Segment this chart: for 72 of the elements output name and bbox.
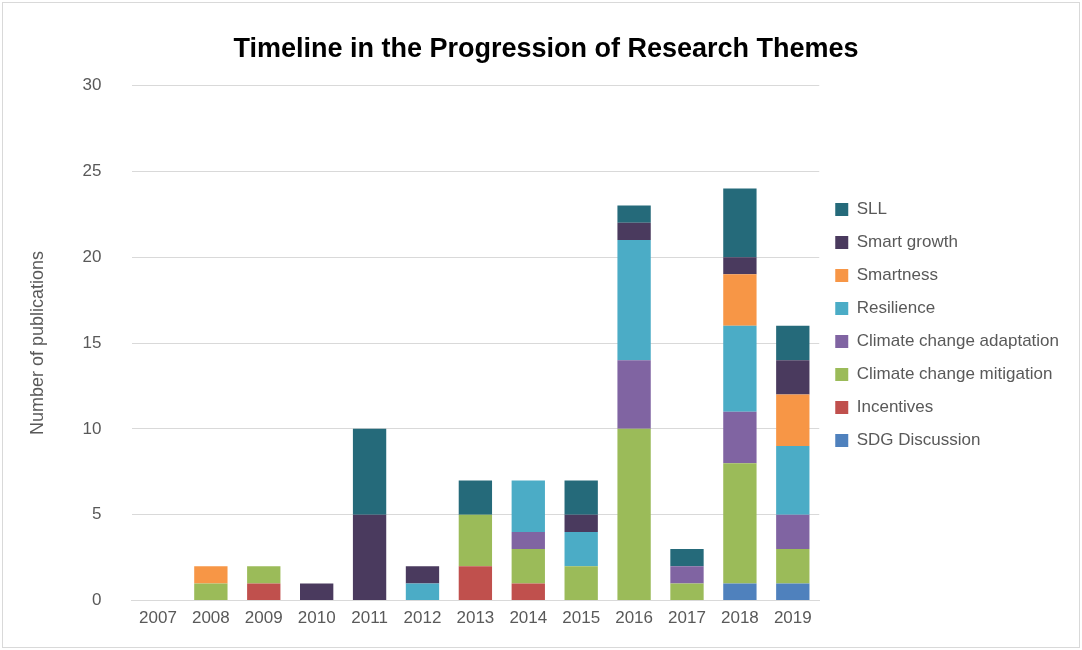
bar [458, 566, 493, 601]
bar [776, 394, 810, 447]
x-tick-label: 2008 [191, 608, 230, 628]
x-tick-label: 2019 [773, 608, 812, 628]
bar [617, 222, 651, 240]
bar [511, 583, 545, 601]
bar [776, 514, 810, 550]
x-tick-label: 2010 [297, 608, 336, 628]
legend-label: Smart growth [856, 232, 958, 252]
bar [405, 566, 440, 584]
y-tick-label: 15 [82, 332, 102, 352]
x-tick-label: 2009 [244, 608, 283, 628]
bar [776, 446, 810, 515]
bar [194, 566, 228, 584]
bar [723, 274, 757, 326]
bar [458, 480, 493, 515]
bar [723, 583, 757, 601]
bar [511, 531, 545, 550]
bar [617, 360, 651, 429]
bar [670, 549, 704, 567]
bar [300, 583, 334, 601]
x-tick-label: 2014 [509, 608, 548, 628]
bar [617, 239, 651, 361]
bar [511, 549, 545, 584]
bar [670, 583, 704, 601]
bar [247, 566, 281, 584]
y-tick-label: 10 [82, 418, 102, 438]
bar [723, 463, 757, 584]
bar [617, 205, 651, 223]
bar [564, 531, 598, 567]
legend-label: Incentives [856, 397, 934, 417]
x-tick-label: 2016 [615, 608, 653, 628]
legend-label: Climate change adaptation [856, 331, 1059, 351]
bar [352, 514, 387, 601]
y-tick-label: 20 [82, 246, 102, 266]
bar [776, 360, 810, 395]
x-tick-label: 2007 [139, 608, 177, 628]
bar [723, 325, 757, 412]
bar [247, 583, 281, 601]
bar [723, 411, 757, 464]
bar [723, 188, 757, 258]
bar [564, 566, 598, 601]
bar [723, 257, 757, 275]
legend-label: SDG Discussion [856, 430, 981, 450]
y-tick-label: 0 [92, 590, 102, 610]
bar [405, 583, 440, 601]
y-tick-label: 5 [92, 504, 102, 524]
x-tick-label: 2012 [403, 608, 442, 628]
x-tick-label: 2013 [456, 608, 495, 628]
bar [617, 428, 651, 601]
x-tick-label: 2018 [720, 608, 759, 628]
chart-title: Timeline in the Progression of Research Themes [233, 32, 859, 63]
bar [352, 428, 387, 515]
y-tick-label: 25 [82, 160, 102, 180]
y-tick-label: 30 [82, 75, 102, 95]
x-tick-label: 2011 [351, 608, 388, 628]
legend-label: Smartness [856, 265, 938, 285]
legend-label: Climate change mitigation [856, 364, 1053, 384]
bar [564, 514, 598, 532]
legend-label: SLL [856, 199, 887, 219]
bar [776, 549, 810, 584]
y-axis-title: Number of publications [26, 250, 47, 436]
bar [564, 480, 598, 515]
bar [511, 480, 545, 532]
bar [194, 583, 228, 601]
bar [776, 583, 810, 601]
bar [670, 566, 704, 584]
x-tick-label: 2017 [668, 608, 706, 628]
bar [458, 514, 493, 567]
x-tick-label: 2015 [562, 608, 601, 628]
bar [776, 325, 810, 361]
legend-label: Resilience [856, 298, 936, 318]
